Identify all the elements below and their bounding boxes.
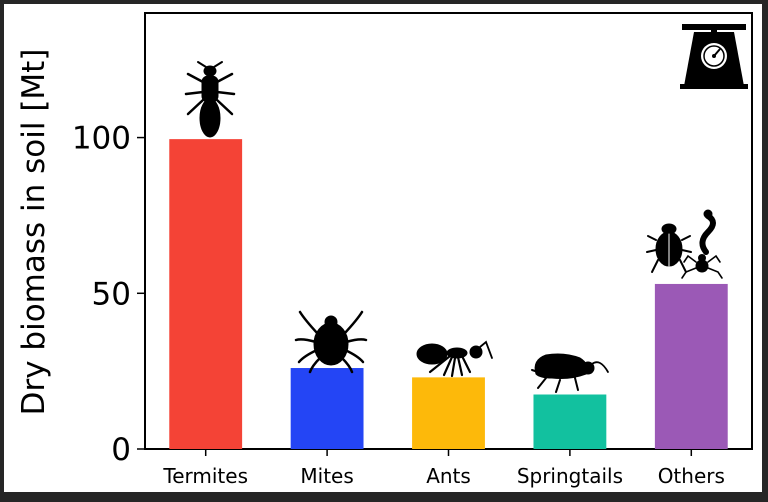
y-tick-label: 0 <box>111 432 131 468</box>
mite-icon <box>294 310 368 374</box>
x-tick-label: Springtails <box>517 464 623 488</box>
bar-ants <box>412 377 485 449</box>
bar-springtails <box>533 394 607 449</box>
x-axis: Termites Mites Ants Springtails Others <box>162 449 725 488</box>
bar-others <box>654 283 728 449</box>
beetle-spider-millipede-icon <box>646 209 723 279</box>
bar-mites <box>290 368 364 449</box>
plot-area <box>144 12 753 450</box>
bar-termites <box>169 139 243 449</box>
termite-icon <box>184 61 236 138</box>
x-tick-label: Ants <box>426 464 471 488</box>
y-tick-label: 50 <box>92 276 131 312</box>
y-axis: 0 50 100 <box>72 121 145 468</box>
x-tick-label: Others <box>658 464 725 488</box>
bars-group <box>169 139 728 449</box>
ant-icon <box>416 340 493 378</box>
y-axis-label: Dry biomass in soil [Mt] <box>16 49 52 416</box>
springtail-icon <box>531 353 609 393</box>
x-tick-label: Mites <box>300 464 353 488</box>
weighing-scale-icon <box>680 24 748 89</box>
y-tick-label: 100 <box>72 121 131 157</box>
x-tick-label: Termites <box>162 464 248 488</box>
